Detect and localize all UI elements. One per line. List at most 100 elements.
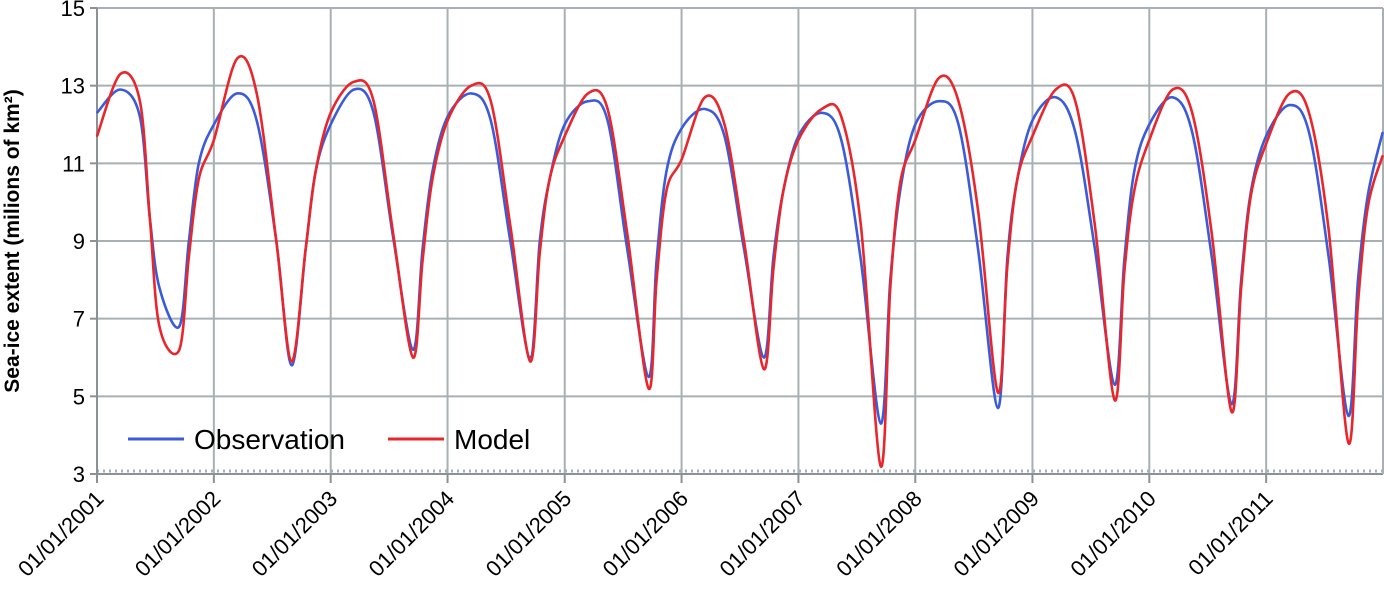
data-point-model (1094, 224, 1096, 227)
data-point-observation (1031, 119, 1034, 122)
data-point-observation (1171, 96, 1174, 99)
data-point-observation (1210, 255, 1213, 258)
data-point-model (1240, 286, 1242, 289)
data-point-model (1133, 189, 1136, 192)
data-point-model (158, 325, 161, 328)
data-point-observation (665, 170, 668, 172)
data-point-model (1074, 100, 1077, 102)
y-tick-label: 13 (61, 74, 85, 99)
data-point-model (957, 100, 960, 102)
data-point-model (680, 158, 683, 161)
data-point-model (96, 135, 98, 137)
data-point-model (548, 178, 551, 180)
data-point-model (647, 387, 650, 390)
data-point-observation (997, 407, 999, 409)
data-point-model (743, 240, 745, 242)
data-point-model (304, 248, 307, 250)
data-point-observation (626, 248, 628, 250)
data-point-observation (1074, 131, 1077, 134)
data-point-model (626, 232, 628, 234)
data-point-observation (879, 422, 882, 425)
data-point-observation (1094, 248, 1096, 250)
data-point-model (1250, 193, 1252, 196)
data-point-observation (1357, 279, 1359, 281)
data-point-observation (353, 88, 355, 91)
data-point-observation (647, 376, 650, 378)
data-point-observation (606, 119, 609, 122)
data-point-model (353, 81, 355, 83)
data-point-model (772, 267, 775, 270)
axes (90, 7, 1384, 483)
data-point-model (236, 57, 238, 60)
data-point-model (1357, 302, 1359, 304)
x-tick-label: 01/01/2010 (1065, 486, 1161, 582)
data-point-observation (1133, 170, 1136, 172)
data-point-model (188, 255, 190, 258)
data-point-model (997, 391, 999, 394)
x-tick-label: 01/01/2005 (481, 486, 577, 582)
data-point-model (119, 73, 122, 75)
data-point-observation (587, 100, 589, 102)
data-point-observation (1367, 193, 1369, 196)
data-point-model (587, 92, 589, 95)
series-line-model (95, 55, 1384, 468)
data-point-model (1016, 178, 1019, 180)
data-point-model (329, 112, 332, 114)
data-point-observation (119, 88, 122, 91)
data-point-model (178, 348, 181, 351)
data-point-observation (158, 286, 161, 289)
data-point-observation (680, 127, 683, 130)
data-point-model (563, 135, 566, 137)
data-point-observation (821, 112, 823, 114)
legend-label-observation: Observation (194, 424, 345, 455)
x-tick-label: 01/01/2006 (598, 486, 694, 582)
data-point-model (1171, 88, 1174, 91)
x-tick-label: 01/01/2007 (714, 486, 810, 582)
data-point-observation (412, 348, 414, 351)
y-tick-label: 9 (73, 229, 85, 254)
x-tick-label: 01/01/2001 (13, 486, 109, 582)
data-point-model (1347, 442, 1350, 444)
data-point-observation (1148, 123, 1151, 126)
data-point-model (797, 139, 800, 141)
x-tick-label: 01/01/2003 (247, 486, 343, 582)
data-point-observation (198, 162, 200, 165)
data-point-observation (255, 119, 258, 122)
data-point-model (1327, 228, 1330, 231)
data-point-observation (329, 123, 332, 126)
data-point-model (412, 356, 414, 359)
data-point-model (899, 182, 901, 184)
data-point-model (606, 108, 609, 110)
data-point-model (1055, 88, 1057, 91)
grid-lines (97, 7, 1383, 474)
data-point-model (372, 100, 375, 102)
data-point-observation (290, 364, 293, 367)
data-point-model (421, 259, 424, 262)
data-point-observation (1265, 135, 1267, 137)
data-point-model (255, 92, 258, 95)
data-point-model (1367, 205, 1369, 207)
series-line-observation (96, 87, 1384, 425)
data-point-observation (490, 119, 492, 122)
data-point-model (914, 139, 917, 141)
x-tick-label: 01/01/2009 (948, 486, 1044, 582)
legend-label-model: Model (454, 424, 530, 455)
data-point-observation (840, 139, 843, 141)
data-point-model (139, 100, 141, 102)
data-point-model (1230, 411, 1233, 413)
data-point-observation (723, 135, 726, 137)
data-point-model (938, 77, 940, 79)
data-point-observation (236, 92, 238, 95)
data-point-observation (213, 123, 215, 126)
data-point-model (1113, 399, 1116, 402)
data-point-model (821, 108, 823, 110)
data-point-model (1210, 232, 1213, 234)
data-point-observation (1113, 383, 1116, 386)
data-point-observation (1347, 415, 1350, 417)
data-point-model (1006, 263, 1009, 266)
data-point-observation (563, 123, 566, 126)
legend: Observation Model (128, 424, 530, 455)
data-point-model (977, 209, 979, 211)
data-point-model (879, 465, 882, 468)
